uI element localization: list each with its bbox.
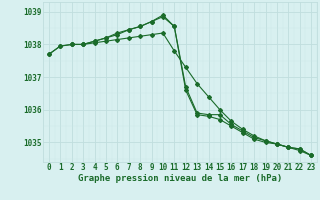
X-axis label: Graphe pression niveau de la mer (hPa): Graphe pression niveau de la mer (hPa) (78, 174, 282, 183)
